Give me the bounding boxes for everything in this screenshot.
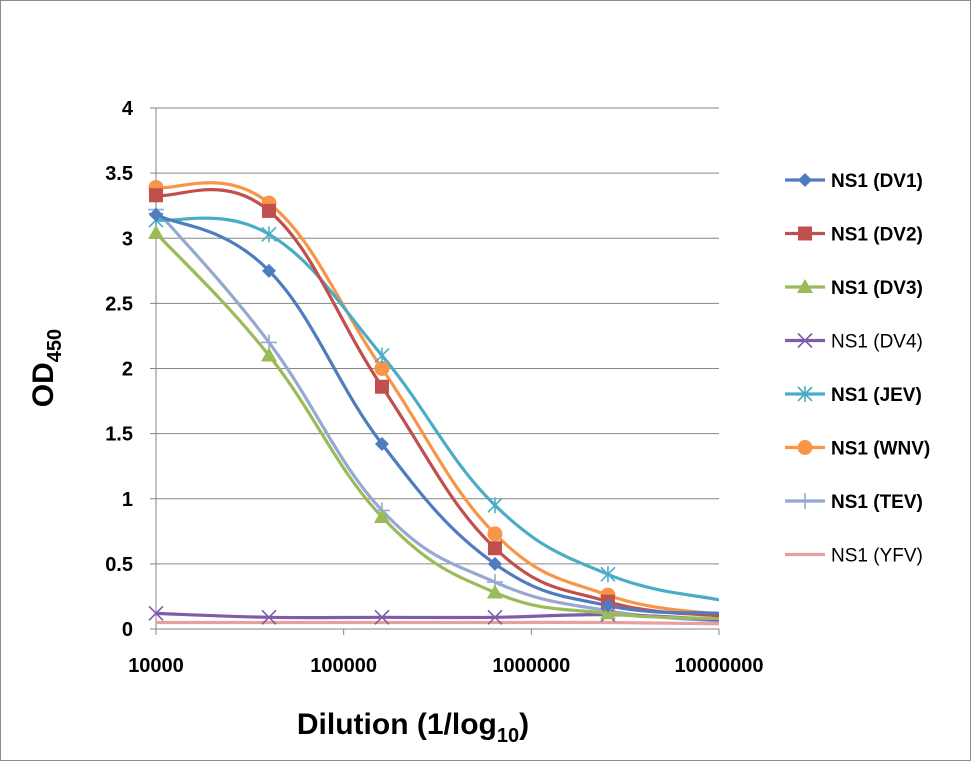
y-axis-title-subscript: 450 <box>44 329 66 362</box>
data-point-marker <box>261 226 277 243</box>
data-point-marker <box>600 598 615 613</box>
legend-entry: NS1 (JEV) <box>785 385 922 406</box>
data-point-marker <box>148 225 164 240</box>
legend-label: NS1 (TEV) <box>831 492 923 513</box>
legend-entry: NS1 (DV3) <box>785 278 923 299</box>
legend-label: NS1 (DV2) <box>831 225 923 246</box>
legend-entry: NS1 (DV2) <box>785 225 923 246</box>
data-point-marker <box>261 609 277 625</box>
data-point-marker <box>148 605 164 621</box>
data-point-marker <box>487 609 503 625</box>
series-line <box>156 188 719 618</box>
x-axis-title-main: Dilution (1/log <box>297 708 497 741</box>
legend-swatch-marker <box>797 332 813 349</box>
x-tick-label: 10000000 <box>675 655 764 677</box>
y-tick-label: 0.5 <box>105 554 133 576</box>
legend-label: NS1 (WNV) <box>831 439 930 460</box>
y-tick-label: 2.5 <box>105 293 133 315</box>
legend-swatch-marker <box>797 386 813 402</box>
data-point-marker <box>261 203 276 218</box>
legend-label: NS1 (JEV) <box>831 385 922 406</box>
y-tick-label: 1.5 <box>105 424 133 446</box>
y-tick-label: 2 <box>122 359 133 381</box>
y-tick-label: 3 <box>122 228 133 250</box>
legend-swatch-marker <box>797 493 813 509</box>
data-point-marker <box>374 379 389 394</box>
x-axis-title-subscript: 10 <box>497 725 519 747</box>
data-point-marker <box>260 347 277 362</box>
legend-swatch-marker <box>797 279 813 293</box>
data-point-marker <box>373 508 390 523</box>
series-lines <box>156 181 719 626</box>
x-tick-label: 10000 <box>128 655 184 677</box>
legend-label: NS1 (DV1) <box>831 171 923 192</box>
series-line <box>156 620 719 626</box>
x-axis-title: Dilution (1/log10) <box>297 708 529 747</box>
data-point-marker <box>487 526 503 542</box>
y-tick-labels: 0 0.5 1 1.5 2 2.5 3 3.5 4 <box>105 98 156 641</box>
data-point-marker <box>374 347 390 364</box>
y-tick-label: 0 <box>122 619 133 641</box>
data-point-marker <box>261 263 276 278</box>
x-tick-labels: 10000 100000 1000000 10000000 <box>128 629 763 677</box>
x-tick-label: 1000000 <box>492 655 570 677</box>
legend-label: NS1 (DV3) <box>831 278 923 299</box>
x-axis-title-suffix: ) <box>519 708 529 741</box>
legend-entry: NS1 (DV1) <box>785 171 923 192</box>
legend-label: NS1 (DV4) <box>831 332 923 353</box>
data-point-marker <box>374 361 390 376</box>
y-axis-title-main: OD <box>27 362 60 407</box>
series-markers <box>148 179 616 625</box>
legend-swatch-marker <box>798 226 812 241</box>
x-tick-label: 100000 <box>310 655 377 677</box>
series-line <box>156 208 719 623</box>
y-axis-title: OD450 <box>27 329 66 407</box>
legend-entry: NS1 (WNV) <box>785 439 930 460</box>
legend: NS1 (DV1) NS1 (DV2) NS1 (DV3) NS1 (DV4) NS1 … <box>785 171 930 567</box>
legend-entry: NS1 (TEV) <box>785 492 923 513</box>
data-point-marker <box>486 584 503 599</box>
y-tick-label: 1 <box>122 489 133 511</box>
data-point-marker <box>149 207 163 222</box>
data-point-marker <box>600 566 616 583</box>
legend-swatch-marker <box>797 440 813 455</box>
legend-swatch-marker <box>798 173 812 187</box>
series-line <box>156 216 719 602</box>
series-line <box>156 231 719 621</box>
data-point-marker <box>487 497 503 514</box>
gridlines <box>156 107 719 565</box>
data-point-marker <box>374 609 390 625</box>
legend-label: NS1 (YFV) <box>831 546 923 567</box>
data-point-marker <box>374 437 389 452</box>
y-tick-label: 4 <box>122 98 134 120</box>
data-point-marker <box>149 188 163 203</box>
series-line <box>156 213 719 615</box>
legend-entry: NS1 (YFV) <box>785 546 923 567</box>
legend-entry: NS1 (DV4) <box>785 332 923 353</box>
data-point-marker <box>487 541 502 556</box>
y-tick-label: 3.5 <box>105 163 133 185</box>
data-point-marker <box>487 556 502 571</box>
